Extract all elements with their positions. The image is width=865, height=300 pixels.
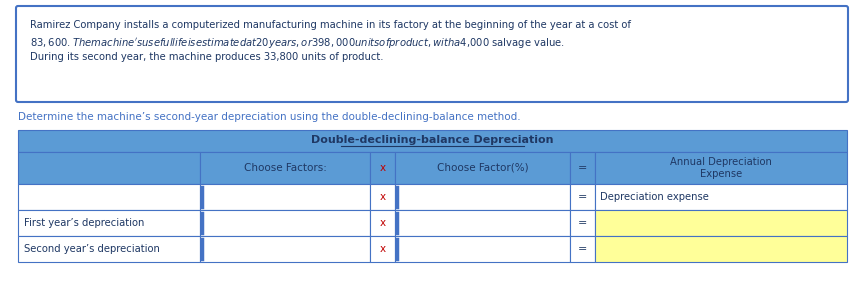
Bar: [200, 236, 370, 262]
Bar: [595, 236, 847, 262]
Bar: [18, 236, 200, 262]
Bar: [200, 184, 370, 210]
Text: Second year’s depreciation: Second year’s depreciation: [24, 244, 160, 254]
Text: x: x: [380, 192, 386, 202]
Text: Choose Factors:: Choose Factors:: [244, 163, 326, 173]
Bar: [395, 236, 570, 262]
Text: Annual Depreciation: Annual Depreciation: [670, 157, 772, 167]
Bar: [570, 152, 595, 184]
Bar: [595, 184, 847, 210]
Text: x: x: [380, 244, 386, 254]
FancyBboxPatch shape: [16, 6, 848, 102]
Bar: [370, 210, 395, 236]
Bar: [18, 210, 200, 236]
Bar: [570, 210, 595, 236]
Text: x: x: [380, 163, 386, 173]
Text: =: =: [578, 218, 587, 228]
Text: $83,600. The machine's useful life is estimated at 20 years, or 398,000 units of: $83,600. The machine's useful life is es…: [30, 36, 565, 50]
Text: Determine the machine’s second-year depreciation using the double-declining-bala: Determine the machine’s second-year depr…: [18, 112, 521, 122]
Bar: [18, 152, 200, 184]
Text: First year’s depreciation: First year’s depreciation: [24, 218, 144, 228]
Bar: [595, 152, 847, 184]
Text: Ramirez Company installs a computerized manufacturing machine in its factory at : Ramirez Company installs a computerized …: [30, 20, 631, 30]
Text: =: =: [578, 163, 587, 173]
Bar: [200, 210, 370, 236]
Bar: [395, 210, 570, 236]
Bar: [370, 152, 395, 184]
Text: During its second year, the machine produces 33,800 units of product.: During its second year, the machine prod…: [30, 52, 383, 62]
Text: Depreciation expense: Depreciation expense: [600, 192, 709, 202]
Text: Choose Factor(%): Choose Factor(%): [437, 163, 529, 173]
Text: =: =: [578, 192, 587, 202]
Bar: [570, 184, 595, 210]
Bar: [570, 236, 595, 262]
Bar: [395, 184, 570, 210]
Text: x: x: [380, 218, 386, 228]
Bar: [370, 184, 395, 210]
Bar: [18, 130, 847, 152]
Bar: [200, 152, 370, 184]
Bar: [18, 184, 200, 210]
Text: Expense: Expense: [700, 169, 742, 179]
Text: Double-declining-balance Depreciation: Double-declining-balance Depreciation: [311, 135, 554, 145]
Bar: [395, 152, 570, 184]
Bar: [595, 210, 847, 236]
Text: =: =: [578, 244, 587, 254]
Bar: [370, 236, 395, 262]
